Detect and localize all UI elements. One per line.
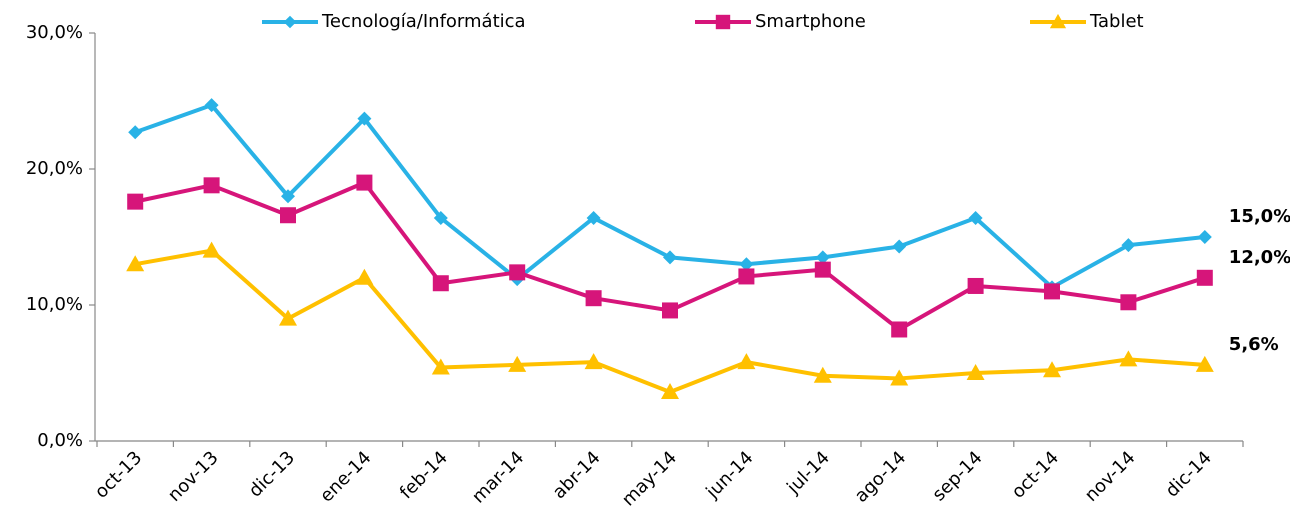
marker bbox=[1120, 294, 1137, 311]
marker bbox=[586, 210, 601, 225]
marker bbox=[585, 290, 602, 307]
value-label: 12,0% bbox=[1229, 247, 1290, 268]
legend-label: Tecnología/Informática bbox=[321, 11, 526, 32]
marker bbox=[357, 111, 372, 126]
marker bbox=[1197, 230, 1212, 244]
marker bbox=[968, 210, 983, 225]
marker bbox=[967, 277, 984, 294]
marker bbox=[584, 353, 603, 370]
y-tick-label: 0,0% bbox=[37, 430, 83, 451]
marker bbox=[280, 207, 296, 224]
marker bbox=[356, 174, 373, 191]
marker bbox=[813, 366, 832, 383]
y-tick-label: 30,0% bbox=[26, 22, 83, 43]
marker bbox=[279, 309, 297, 326]
marker bbox=[433, 210, 448, 225]
marker bbox=[281, 189, 295, 204]
marker bbox=[355, 268, 374, 285]
marker bbox=[203, 177, 220, 194]
marker bbox=[661, 383, 679, 400]
marker bbox=[1119, 350, 1138, 367]
marker bbox=[663, 250, 677, 265]
marker bbox=[127, 193, 144, 210]
marker bbox=[737, 353, 756, 370]
value-label: 15,0% bbox=[1229, 206, 1290, 227]
x-tick-label: jun-14 bbox=[701, 447, 757, 503]
marker bbox=[128, 125, 143, 140]
marker bbox=[509, 264, 526, 281]
marker bbox=[283, 15, 297, 29]
marker bbox=[662, 302, 678, 319]
marker bbox=[1044, 283, 1060, 300]
y-tick-label: 10,0% bbox=[26, 294, 83, 315]
x-tick-label: feb-14 bbox=[396, 447, 452, 503]
x-tick-label: dic-13 bbox=[245, 447, 299, 501]
marker bbox=[814, 261, 831, 278]
x-tick-label: mar-14 bbox=[468, 447, 528, 507]
x-tick-label: sep-14 bbox=[928, 447, 986, 505]
legend-label: Smartphone bbox=[755, 11, 866, 32]
marker bbox=[738, 268, 755, 285]
marker bbox=[890, 369, 909, 386]
marker bbox=[1049, 13, 1067, 29]
marker bbox=[815, 250, 830, 265]
marker bbox=[202, 241, 221, 258]
marker bbox=[715, 14, 731, 30]
value-label: 5,6% bbox=[1229, 334, 1279, 355]
legend-label: Tablet bbox=[1089, 11, 1144, 32]
marker bbox=[1043, 361, 1061, 378]
x-tick-label: dic-14 bbox=[1162, 447, 1216, 501]
x-tick-label: oct-14 bbox=[1008, 447, 1063, 502]
y-tick-label: 20,0% bbox=[26, 158, 83, 179]
x-tick-label: nov-14 bbox=[1081, 447, 1140, 506]
marker bbox=[204, 98, 219, 113]
x-tick-label: ene-14 bbox=[316, 447, 375, 506]
marker bbox=[432, 275, 449, 292]
marker bbox=[431, 358, 450, 375]
x-tick-label: abr-14 bbox=[549, 447, 605, 503]
x-tick-label: nov-13 bbox=[164, 447, 223, 506]
marker bbox=[892, 239, 907, 254]
x-tick-label: jul-14 bbox=[782, 447, 833, 498]
marker bbox=[966, 364, 985, 380]
marker bbox=[508, 355, 527, 372]
marker bbox=[739, 257, 754, 272]
marker bbox=[1195, 355, 1214, 372]
marker bbox=[891, 321, 908, 338]
x-tick-label: ago-14 bbox=[851, 447, 911, 507]
marker bbox=[1196, 269, 1213, 286]
marker bbox=[126, 255, 145, 272]
series-line bbox=[134, 248, 1205, 395]
marker bbox=[1121, 238, 1136, 253]
x-tick-label: oct-13 bbox=[91, 447, 146, 502]
x-tick-label: may-14 bbox=[618, 447, 681, 510]
